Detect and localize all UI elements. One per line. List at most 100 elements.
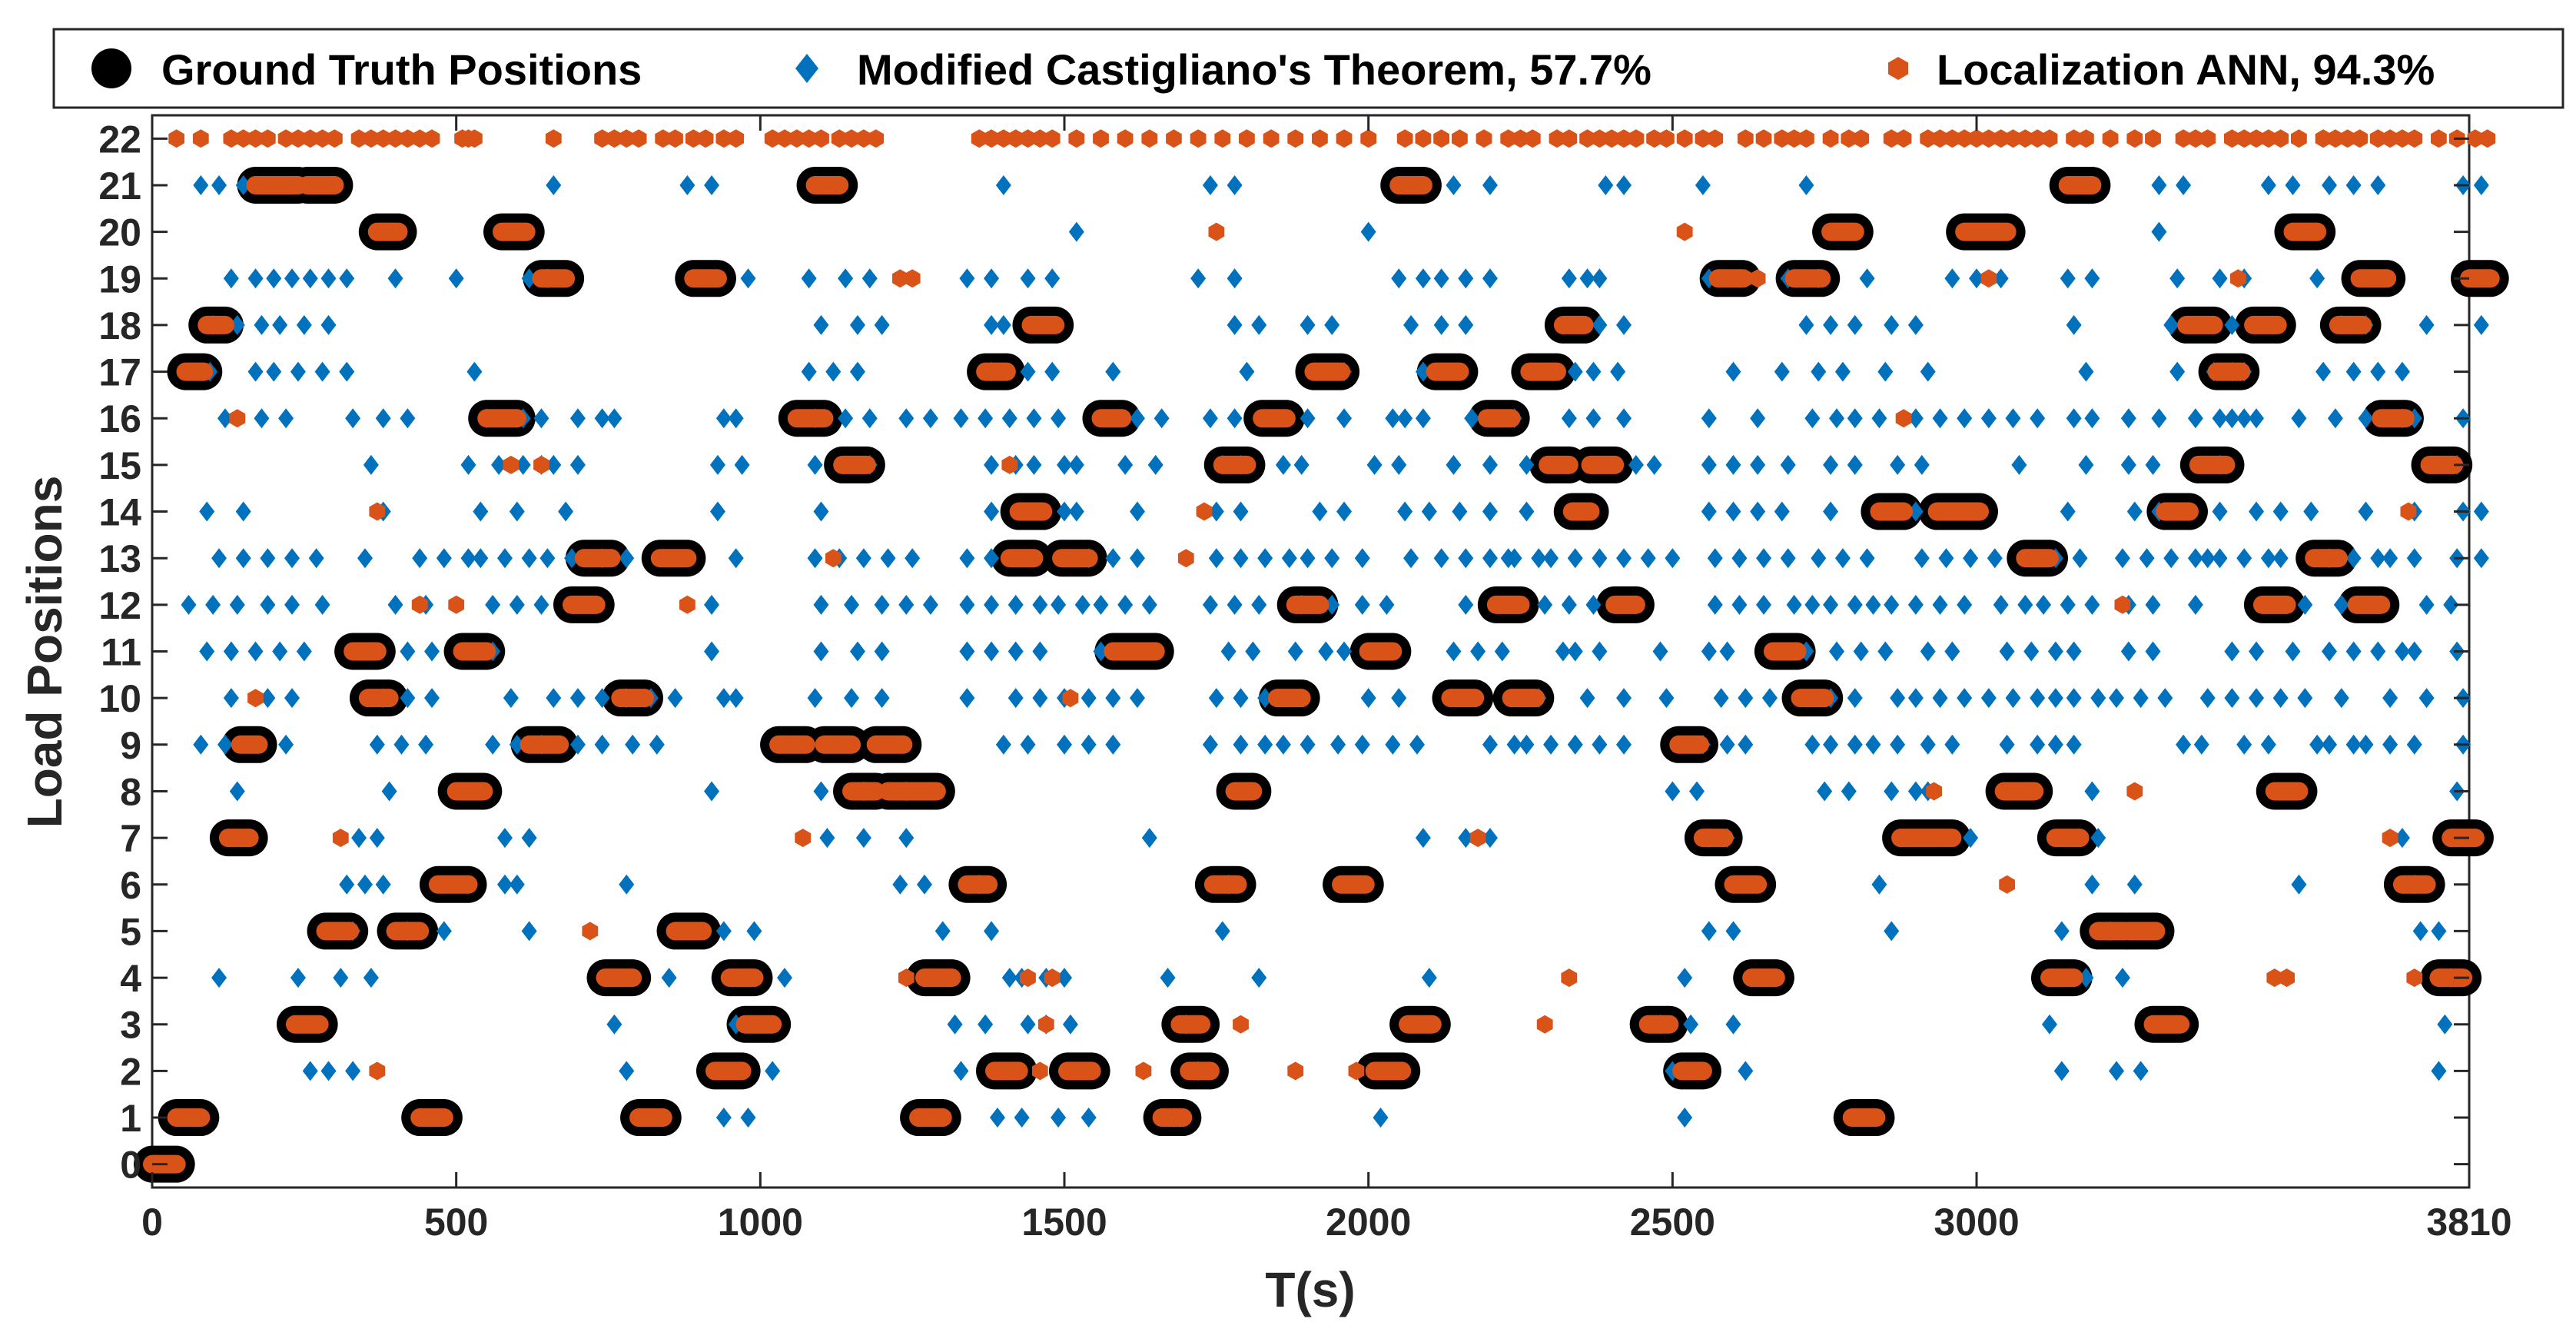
castigliano-point: [369, 734, 385, 755]
castigliano-point: [1452, 501, 1468, 522]
castigliano-point: [1713, 688, 1729, 709]
ann-point: [825, 549, 842, 568]
castigliano-point: [496, 548, 513, 569]
castigliano-point: [2370, 361, 2386, 382]
castigliano-point: [1068, 221, 1084, 242]
castigliano-point: [2224, 641, 2240, 662]
castigliano-point: [1233, 548, 1249, 569]
ann-point: [1360, 129, 1377, 148]
castigliano-point: [2157, 688, 2173, 709]
castigliano-point: [995, 314, 1011, 335]
castigliano-point: [564, 548, 580, 569]
castigliano-point: [874, 594, 890, 615]
castigliano-point: [1129, 548, 1145, 569]
ann-point: [168, 129, 184, 148]
castigliano-point: [1780, 454, 1796, 475]
castigliano-point: [728, 688, 744, 709]
castigliano-point: [199, 501, 215, 522]
castigliano-point: [1354, 548, 1370, 569]
castigliano-point: [290, 361, 306, 382]
castigliano-point: [2327, 408, 2343, 429]
castigliano-point: [1616, 688, 1632, 709]
castigliano-point: [704, 594, 720, 615]
ann-point: [1926, 782, 1942, 801]
ann-point: [1549, 129, 1565, 148]
ann-point: [2114, 595, 2131, 614]
ann-point: [2066, 129, 2082, 148]
castigliano-point: [1652, 641, 1668, 662]
castigliano-point: [2047, 734, 2063, 755]
ann-point: [1020, 129, 1036, 148]
castigliano-point: [1360, 221, 1376, 242]
ann-point: [1944, 129, 1960, 148]
castigliano-point: [892, 874, 908, 895]
castigliano-point: [247, 268, 264, 289]
ann-point: [1062, 689, 1079, 708]
castigliano-point: [2272, 501, 2289, 522]
y-tick-label: 4: [120, 957, 141, 1000]
castigliano-point: [247, 641, 264, 662]
castigliano-point: [448, 268, 464, 289]
y-tick-label: 15: [98, 444, 141, 487]
castigliano-point: [521, 828, 537, 849]
castigliano-point: [1920, 361, 1936, 382]
castigliano-point: [709, 454, 725, 475]
castigliano-point: [375, 874, 391, 895]
castigliano-point: [533, 594, 549, 615]
castigliano-point: [1007, 594, 1024, 615]
castigliano-point: [1750, 454, 1766, 475]
castigliano-point: [1683, 1014, 1699, 1035]
castigliano-point: [1415, 828, 1431, 849]
castigliano-point: [509, 734, 525, 755]
ann-point: [843, 129, 860, 148]
castigliano-point: [1543, 548, 1559, 569]
castigliano-point: [1938, 548, 1954, 569]
castigliano-point: [2345, 734, 2362, 755]
castigliano-point: [1579, 688, 1595, 709]
castigliano-point: [2333, 688, 2349, 709]
castigliano-point: [1233, 688, 1249, 709]
castigliano-point: [1519, 501, 1535, 522]
castigliano-point: [1519, 734, 1535, 755]
castigliano-point: [217, 408, 233, 429]
castigliano-point: [1421, 968, 1437, 988]
castigliano-point: [1464, 408, 1480, 429]
castigliano-point: [1433, 548, 1449, 569]
castigliano-point: [2114, 548, 2130, 569]
castigliano-point: [874, 314, 890, 335]
castigliano-point: [1920, 641, 1936, 662]
castigliano-point: [984, 594, 1000, 615]
ann-point: [2029, 129, 2046, 148]
castigliano-point: [400, 408, 416, 429]
castigliano-point: [1251, 314, 1267, 335]
castigliano-point: [1409, 734, 1425, 755]
castigliano-point: [1482, 734, 1498, 755]
castigliano-point: [1592, 734, 1608, 755]
ann-point: [2272, 129, 2289, 148]
castigliano-point: [1829, 408, 1845, 429]
ann-point: [1749, 269, 1766, 288]
castigliano-point: [546, 454, 562, 475]
castigliano-point: [1859, 268, 1875, 289]
castigliano-point: [1275, 454, 1291, 475]
castigliano-point: [1701, 921, 1717, 942]
ann-point: [2315, 129, 2332, 148]
ann-point: [1415, 129, 1432, 148]
castigliano-point: [2084, 781, 2100, 802]
castigliano-point: [485, 594, 501, 615]
castigliano-point: [1963, 828, 1979, 849]
castigliano-point: [1987, 548, 2003, 569]
ann-point: [1822, 129, 1839, 148]
castigliano-point: [844, 688, 860, 709]
castigliano-point: [1233, 501, 1249, 522]
castigliano-point: [1458, 548, 1474, 569]
castigliano-point: [728, 408, 744, 429]
castigliano-point: [2163, 314, 2179, 335]
castigliano-point: [838, 408, 854, 429]
castigliano-point: [2053, 1061, 2070, 1081]
ann-point: [764, 129, 781, 148]
castigliano-point: [1871, 874, 1887, 895]
castigliano-point: [984, 268, 1000, 289]
castigliano-point: [813, 501, 829, 522]
castigliano-point: [2309, 268, 2325, 289]
